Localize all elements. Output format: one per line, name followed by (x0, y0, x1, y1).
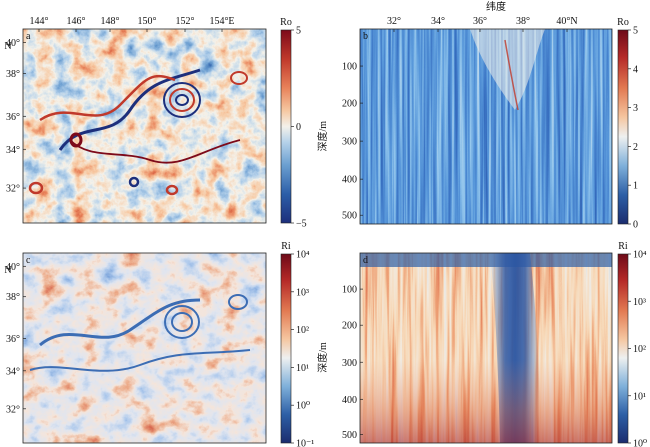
colorbar-c (280, 253, 292, 444)
panel-label-a: a (26, 31, 31, 42)
top-tick-label-b-2: 36° (473, 16, 487, 27)
colorbar-tick-label-d-3: 10¹ (633, 391, 646, 402)
panel-c-eddies (29, 294, 251, 372)
colorbar-tick-label-b-3: 2 (633, 142, 638, 153)
colorbar-tick-label-b-2: 3 (633, 103, 638, 114)
left-tick-label-d-4: 500 (342, 430, 357, 441)
colorbar-tick-label-d-4: 10⁰ (633, 439, 647, 447)
top-tick-label-a-1: 146° (67, 16, 86, 27)
left-tick-label-d-1: 200 (342, 321, 357, 332)
left-tick-label-c-2: 36° (6, 334, 20, 345)
top-tick-label-a-5: 154°E (209, 16, 234, 27)
top-tick-label-a-3: 150° (138, 16, 157, 27)
top-tick-label-a-2: 148° (101, 16, 120, 27)
left-tick-label-b-2: 300 (342, 137, 357, 148)
left-unit-c: N (4, 265, 11, 276)
left-tick-label-b-1: 200 (342, 99, 357, 110)
top-tick-label-b-1: 34° (431, 16, 445, 27)
left-tick-label-d-2: 300 (342, 358, 357, 369)
panel-label-b: b (363, 31, 368, 42)
colorbar-title-c: Ri (281, 241, 291, 252)
top-tick-label-a-0: 144° (30, 16, 49, 27)
colorbar-tick-label-c-1: 10³ (296, 287, 309, 298)
colorbar-a (280, 29, 292, 224)
panel-b (359, 28, 613, 225)
colorbar-tick-label-c-4: 10⁰ (296, 401, 310, 412)
colorbar-tick-label-b-5: 0 (633, 220, 638, 231)
left-tick-label-c-3: 34° (6, 366, 20, 377)
colorbar-tick-label-b-4: 1 (633, 181, 638, 192)
left-tick-label-c-0: 40° (6, 262, 20, 273)
panel-c-field (23, 253, 266, 443)
panel-label-d: d (363, 255, 368, 266)
panel-c (22, 252, 267, 444)
colorbar-tick-label-a-1: 0 (296, 122, 301, 133)
top-tick-label-a-4: 152° (176, 16, 195, 27)
left-tick-label-b-0: 100 (342, 62, 357, 73)
colorbar-tick-label-d-2: 10² (633, 344, 646, 355)
panel-a (22, 28, 267, 224)
colorbar-tick-label-d-1: 10³ (633, 297, 646, 308)
panel-label-c: c (26, 255, 31, 266)
left-tick-label-c-1: 38° (6, 292, 20, 303)
left-tick-label-d-3: 400 (342, 395, 357, 406)
left-unit-a: N (4, 41, 11, 52)
top-tick-label-b-0: 32° (387, 16, 401, 27)
panel-a-eddies (28, 68, 248, 196)
panel-d (359, 252, 613, 444)
colorbar-tick-label-c-5: 10⁻¹ (296, 439, 314, 447)
left-tick-label-d-0: 100 (342, 285, 357, 296)
colorbar-d (617, 253, 629, 444)
left-tick-label-a-0: 40° (6, 38, 20, 49)
colorbar-tick-label-c-3: 10¹ (296, 363, 309, 374)
left-tick-label-b-3: 400 (342, 175, 357, 186)
left-tick-label-a-1: 38° (6, 69, 20, 80)
colorbar-tick-label-b-1: 4 (633, 64, 638, 75)
panel-a-field (23, 29, 266, 223)
left-tick-label-a-4: 32° (6, 184, 20, 195)
colorbar-tick-label-b-0: 5 (633, 26, 638, 37)
panel-d-feature (360, 253, 612, 443)
ylabel-b: 深度/m (316, 121, 329, 152)
top-tick-label-b-3: 38° (516, 16, 530, 27)
left-tick-label-c-4: 32° (6, 404, 20, 415)
left-tick-label-a-3: 34° (6, 145, 20, 156)
left-tick-label-a-2: 36° (6, 112, 20, 123)
colorbar-tick-label-a-0: 5 (296, 26, 301, 37)
colorbar-title-a: Ro (280, 17, 292, 28)
colorbar-tick-label-c-0: 10⁴ (296, 250, 310, 261)
panel-b-feature (470, 29, 545, 111)
left-tick-label-b-4: 500 (342, 211, 357, 222)
colorbar-tick-label-d-0: 10⁴ (633, 250, 647, 261)
colorbar-b (617, 29, 629, 225)
top-tick-label-b-4: 40°N (556, 16, 577, 27)
ylabel-d: 深度/m (316, 342, 329, 373)
colorbar-title-b: Ro (617, 17, 629, 28)
top-title-b: 纬度 (486, 0, 506, 13)
colorbar-title-d: Ri (618, 241, 628, 252)
colorbar-tick-label-c-2: 10² (296, 325, 309, 336)
colorbar-tick-label-a-2: −5 (296, 219, 307, 230)
